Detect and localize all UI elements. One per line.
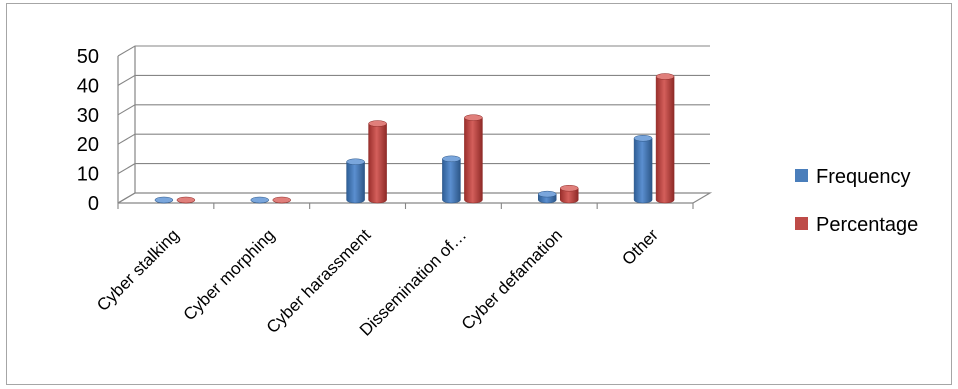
bar-frequency [250,196,270,204]
bar-top [442,155,461,163]
bar-frequency [346,158,365,204]
chart-walls [117,46,713,209]
legend-swatch-frequency [795,169,808,182]
y-tick-label: 20 [77,134,99,156]
gridline [117,163,710,175]
x-category-label: Cyber defamation [458,225,566,333]
bar-body [368,123,387,204]
bars [154,73,675,204]
bar-top [655,73,675,80]
bar-percentage [368,120,387,204]
bar-percentage [655,73,675,204]
bar-percentage [272,196,292,204]
bar-percentage [464,114,483,204]
y-tick-label: 30 [77,105,99,127]
bar-frequency [442,155,461,204]
y-tick-label: 10 [77,164,99,186]
gridline [117,74,710,86]
gridlines [117,45,710,204]
bar-top [272,196,291,204]
bar-top [346,158,365,166]
bar-percentage [560,184,579,204]
bar-body [464,117,483,204]
legend: Frequency Percentage [795,166,918,236]
gridline [117,104,710,116]
bar-top [633,135,653,142]
bar-top [368,120,387,127]
x-category-label: Cyber stalking [93,225,183,315]
bar-top [538,190,557,198]
y-tick-label: 50 [77,46,99,68]
bar-top [560,184,579,192]
bar-frequency [154,196,174,204]
bar-top [176,196,196,204]
legend-label-percentage: Percentage [816,214,918,236]
x-category-label: Other [618,225,662,269]
y-tick-label: 0 [88,193,99,215]
bar-top [464,114,483,121]
x-category-label: Cyber morphing [180,225,279,324]
bar-frequency [633,135,653,204]
x-category-label: Cyber harassment [263,225,375,337]
bar-body [560,187,579,204]
gridline [117,45,710,57]
floor [117,192,713,204]
gridline [117,192,710,204]
bar-body [655,76,675,204]
bar-top [154,196,174,204]
legend-swatch-percentage [795,217,808,230]
y-axis-ticks: 0 10 20 30 40 50 [77,46,99,215]
legend-label-frequency: Frequency [816,166,911,188]
bar-frequency [538,190,557,204]
bar-body [633,138,653,204]
bar-body [346,161,365,204]
gridline [117,133,710,145]
y-tick-label: 40 [77,75,99,97]
x-category-label: Dissemination of… [356,225,470,339]
bar-top [250,196,269,204]
bar-body [442,158,461,204]
bar-percentage [176,196,196,204]
